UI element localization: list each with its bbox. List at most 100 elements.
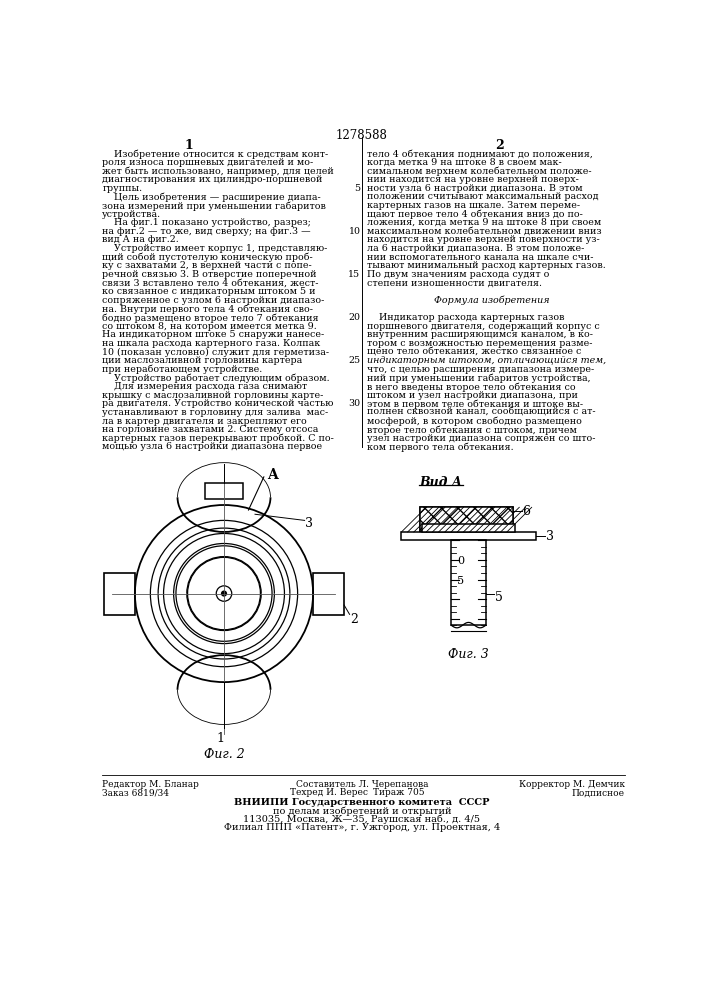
- Text: мощью узла 6 настройки диапазона первое: мощью узла 6 настройки диапазона первое: [103, 442, 322, 451]
- Text: ности узла 6 настройки диапазона. В этом: ности узла 6 настройки диапазона. В этом: [368, 184, 583, 193]
- Text: Составитель Л. Черепанова: Составитель Л. Черепанова: [296, 780, 428, 789]
- Bar: [401, 532, 537, 540]
- Text: максимальном колебательном движении вниз: максимальном колебательном движении вниз: [368, 227, 602, 236]
- Text: Формула изобретения: Формула изобретения: [433, 296, 549, 305]
- Text: в него введены второе тело обтекания со: в него введены второе тело обтекания со: [368, 382, 576, 392]
- Text: бодно размещено второе тело 7 обтекания: бодно размещено второе тело 7 обтекания: [103, 313, 319, 323]
- Text: узел настройки диапазона сопряжен со што-: узел настройки диапазона сопряжен со што…: [368, 434, 596, 443]
- Text: 2: 2: [351, 613, 358, 626]
- Text: 6: 6: [522, 505, 530, 518]
- Bar: [104, 573, 135, 615]
- Text: мосферой, в котором свободно размещено: мосферой, в котором свободно размещено: [368, 417, 583, 426]
- Text: роля износа поршневых двигателей и мо-: роля износа поршневых двигателей и мо-: [103, 158, 314, 167]
- Text: щий собой пустотелую коническую проб-: щий собой пустотелую коническую проб-: [103, 253, 313, 262]
- Text: второе тело обтекания с штоком, причем: второе тело обтекания с штоком, причем: [368, 425, 577, 435]
- Text: Корректор М. Демчик: Корректор М. Демчик: [519, 780, 625, 789]
- Text: Фиг. 3: Фиг. 3: [448, 648, 489, 661]
- Text: на фиг.2 — то же, вид сверху; на фиг.3 —: на фиг.2 — то же, вид сверху; на фиг.3 —: [103, 227, 311, 236]
- Text: 1278588: 1278588: [336, 129, 388, 142]
- Bar: [313, 573, 344, 615]
- Text: что, с целью расширения диапазона измере-: что, с целью расширения диапазона измере…: [368, 365, 595, 374]
- Text: 5: 5: [495, 591, 503, 604]
- Text: 20: 20: [349, 313, 361, 322]
- Bar: [204, 483, 243, 499]
- Text: ком первого тела обтекания.: ком первого тела обтекания.: [368, 442, 514, 452]
- Text: Фиг. 2: Фиг. 2: [204, 748, 245, 761]
- Text: связи 3 вставлено тело 4 обтекания, жест-: связи 3 вставлено тело 4 обтекания, жест…: [103, 279, 319, 288]
- Text: поршневого двигателя, содержащий корпус с: поршневого двигателя, содержащий корпус …: [368, 322, 600, 331]
- Text: Вид А: Вид А: [419, 476, 462, 489]
- Text: симальном верхнем колебательном положе-: симальном верхнем колебательном положе-: [368, 167, 592, 176]
- Text: Устройство имеет корпус 1, представляю-: Устройство имеет корпус 1, представляю-: [103, 244, 328, 253]
- Bar: [420, 507, 513, 532]
- Text: зона измерений при уменьшении габаритов: зона измерений при уменьшении габаритов: [103, 201, 326, 211]
- Circle shape: [221, 590, 227, 597]
- Text: сопряженное с узлом 6 настройки диапазо-: сопряженное с узлом 6 настройки диапазо-: [103, 296, 325, 305]
- Text: Цель изобретения — расширение диапа-: Цель изобретения — расширение диапа-: [103, 192, 321, 202]
- Text: 1: 1: [185, 139, 194, 152]
- Text: ку с захватами 2, в верхней части с попе-: ку с захватами 2, в верхней части с попе…: [103, 261, 312, 270]
- Text: полнен сквозной канал, сообщающийся с ат-: полнен сквозной канал, сообщающийся с ат…: [368, 408, 596, 417]
- Text: когда метка 9 на штоке 8 в своем мак-: когда метка 9 на штоке 8 в своем мак-: [368, 158, 562, 167]
- Text: степени изношенности двигателя.: степени изношенности двигателя.: [368, 279, 542, 288]
- Text: вид А на фиг.2.: вид А на фиг.2.: [103, 235, 179, 244]
- Bar: [420, 507, 513, 532]
- Text: 10: 10: [349, 227, 361, 236]
- Text: группы.: группы.: [103, 184, 142, 193]
- Text: внутренним расширяющимся каналом, в ко-: внутренним расширяющимся каналом, в ко-: [368, 330, 593, 339]
- Text: на. Внутри первого тела 4 обтекания сво-: на. Внутри первого тела 4 обтекания сво-: [103, 304, 313, 314]
- Text: ла в картер двигателя и закрепляют его: ла в картер двигателя и закрепляют его: [103, 417, 307, 426]
- Text: Техред И. Верес: Техред И. Верес: [290, 788, 368, 797]
- Text: жет быть использовано, например, для целей: жет быть использовано, например, для цел…: [103, 167, 334, 176]
- Text: ВНИИПИ Государственного комитета  СССР: ВНИИПИ Государственного комитета СССР: [234, 798, 490, 807]
- Text: тывают минимальный расход картерных газов.: тывают минимальный расход картерных газо…: [368, 261, 606, 270]
- Text: по делам изобретений и открытий: по делам изобретений и открытий: [273, 806, 451, 816]
- Text: нии находится на уровне верхней поверх-: нии находится на уровне верхней поверх-: [368, 175, 579, 184]
- Text: Для измерения расхода газа снимают: Для измерения расхода газа снимают: [103, 382, 308, 391]
- Text: Индикатор расхода картерных газов: Индикатор расхода картерных газов: [368, 313, 565, 322]
- Text: 2: 2: [495, 139, 503, 152]
- Text: при неработающем устройстве.: при неработающем устройстве.: [103, 365, 262, 374]
- Text: 3: 3: [546, 530, 554, 543]
- Text: 15: 15: [349, 270, 361, 279]
- Text: ла 6 настройки диапазона. В этом положе-: ла 6 настройки диапазона. В этом положе-: [368, 244, 585, 253]
- Text: находится на уровне верхней поверхности уз-: находится на уровне верхней поверхности …: [368, 235, 600, 244]
- Text: По двум значениям расхода судят о: По двум значениям расхода судят о: [368, 270, 550, 279]
- Bar: [420, 507, 513, 532]
- Text: ложения, когда метка 9 на штоке 8 при своем: ложения, когда метка 9 на штоке 8 при св…: [368, 218, 602, 227]
- Text: со штоком 8, на котором имеется метка 9.: со штоком 8, на котором имеется метка 9.: [103, 322, 317, 331]
- Text: нии вспомогательного канала на шкале счи-: нии вспомогательного канала на шкале счи…: [368, 253, 594, 262]
- Text: тором с возможностью перемещения разме-: тором с возможностью перемещения разме-: [368, 339, 593, 348]
- Text: Устройство работает следующим образом.: Устройство работает следующим образом.: [103, 373, 330, 383]
- Text: диагностирования их цилиндро-поршневой: диагностирования их цилиндро-поршневой: [103, 175, 322, 184]
- Text: штоком и узел настройки диапазона, при: штоком и узел настройки диапазона, при: [368, 391, 578, 400]
- Text: этом в первом теле обтекания и штоке вы-: этом в первом теле обтекания и штоке вы-: [368, 399, 583, 409]
- Text: речной связью 3. В отверстие поперечной: речной связью 3. В отверстие поперечной: [103, 270, 317, 279]
- Text: тело 4 обтекания поднимают до положения,: тело 4 обтекания поднимают до положения,: [368, 149, 593, 158]
- Text: 5: 5: [457, 576, 464, 586]
- Text: картерных газов перекрывают пробкой. С по-: картерных газов перекрывают пробкой. С п…: [103, 434, 334, 443]
- Text: 5: 5: [354, 184, 361, 193]
- Text: щено тело обтекания, жестко связанное с: щено тело обтекания, жестко связанное с: [368, 348, 582, 357]
- Text: Филиал ППП «Патент», г. Ужгород, ул. Проектная, 4: Филиал ППП «Патент», г. Ужгород, ул. Про…: [224, 823, 500, 832]
- Text: На фиг.1 показано устройство, разрез;: На фиг.1 показано устройство, разрез;: [103, 218, 311, 227]
- Text: Редактор М. Бланар: Редактор М. Бланар: [103, 780, 199, 789]
- Text: картерных газов на шкале. Затем переме-: картерных газов на шкале. Затем переме-: [368, 201, 580, 210]
- Text: крышку с маслозаливной горловины карте-: крышку с маслозаливной горловины карте-: [103, 391, 324, 400]
- Text: 113035, Москва, Ж—35, Раушская наб., д. 4/5: 113035, Москва, Ж—35, Раушская наб., д. …: [243, 815, 481, 824]
- Bar: [451, 540, 486, 625]
- Text: устанавливают в горловину для залива  мас-: устанавливают в горловину для залива мас…: [103, 408, 329, 417]
- Text: 1: 1: [216, 732, 224, 745]
- Bar: [421, 524, 515, 532]
- Text: На индикаторном штоке 5 снаружи нанесе-: На индикаторном штоке 5 снаружи нанесе-: [103, 330, 325, 339]
- Text: ний при уменьшении габаритов устройства,: ний при уменьшении габаритов устройства,: [368, 373, 591, 383]
- Text: на горловине захватами 2. Систему отсоса: на горловине захватами 2. Систему отсоса: [103, 425, 319, 434]
- Text: ра двигателя. Устройство конической частью: ра двигателя. Устройство конической част…: [103, 399, 334, 408]
- Text: щают первое тело 4 обтекания вниз до по-: щают первое тело 4 обтекания вниз до по-: [368, 210, 583, 219]
- Text: 30: 30: [349, 399, 361, 408]
- Text: 10 (показан условно) служит для герметиза-: 10 (показан условно) служит для герметиз…: [103, 348, 329, 357]
- Text: индикаторным штоком, отличающийся тем,: индикаторным штоком, отличающийся тем,: [368, 356, 607, 365]
- Text: Тираж 705: Тираж 705: [373, 788, 424, 797]
- Text: A: A: [267, 468, 277, 482]
- Text: на шкала расхода картерного газа. Колпак: на шкала расхода картерного газа. Колпак: [103, 339, 320, 348]
